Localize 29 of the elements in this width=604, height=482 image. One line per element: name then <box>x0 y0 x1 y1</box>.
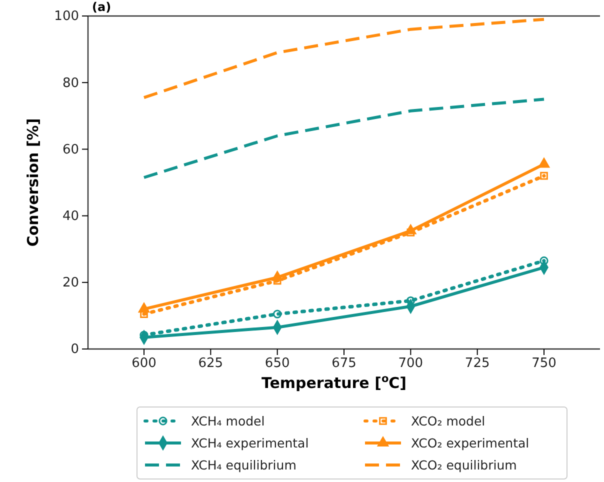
point <box>406 228 415 236</box>
x-axis-title: Temperature [$^{o}$C] <box>261 373 407 392</box>
x-tick-label: 750 <box>532 356 556 372</box>
x-tick-label: 725 <box>464 356 490 372</box>
line-series <box>142 98 546 180</box>
x-tick-label: 675 <box>332 356 356 372</box>
legend-label: XCO₂ experimental <box>411 436 530 450</box>
x-tick-label: 625 <box>198 356 224 372</box>
line-series <box>142 18 546 100</box>
y-tick-label: 100 <box>54 9 79 24</box>
chart-title: (a) <box>92 0 112 14</box>
x-tick-label: 600 <box>132 356 156 372</box>
y-axis-title: Conversion [%] <box>24 118 42 247</box>
y-tick-label: 40 <box>62 208 79 224</box>
legend-label: XCH₄ model <box>191 414 265 428</box>
y-tick-label: 20 <box>62 276 79 291</box>
legend-label: XCH₄ equilibrium <box>191 458 296 472</box>
x-tick-label: 650 <box>264 356 290 372</box>
legend-label: XCO₂ model <box>411 414 486 428</box>
point <box>538 158 550 168</box>
y-tick-label: 0 <box>70 342 79 358</box>
point <box>540 172 548 180</box>
x-tick-label: 700 <box>398 356 424 372</box>
y-tick-label: 80 <box>62 76 79 91</box>
point <box>540 256 548 266</box>
y-tick-label: 60 <box>62 142 79 158</box>
point <box>273 310 282 318</box>
legend-label: XCH₄ experimental <box>191 436 309 450</box>
legend-label: XCO₂ equilibrium <box>411 458 517 472</box>
